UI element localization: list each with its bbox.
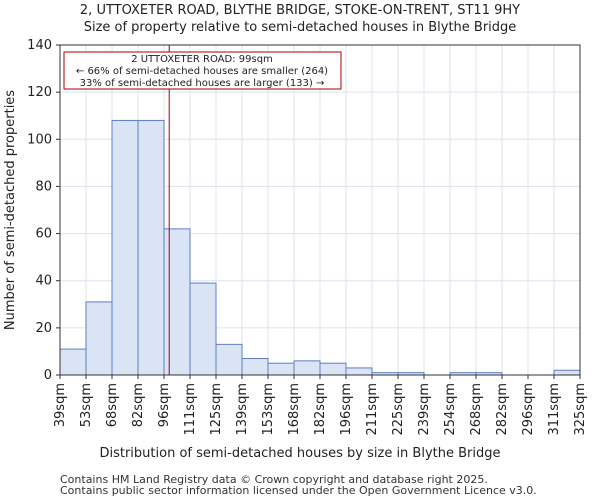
annotation-frame xyxy=(63,51,342,90)
y-tick-label: 20 xyxy=(35,321,52,336)
x-tick-label: 325sqm xyxy=(573,383,588,436)
bar-68sqm xyxy=(111,119,139,376)
bar-82sqm xyxy=(137,119,165,376)
x-tick-label: 39sqm xyxy=(53,383,68,427)
bar-39sqm xyxy=(59,348,87,376)
x-tick-label: 82sqm xyxy=(131,383,146,427)
y-tick-label: 60 xyxy=(35,227,52,242)
y-tick-label: 0 xyxy=(44,368,52,383)
plot-area xyxy=(59,44,581,376)
x-tick-label: 139sqm xyxy=(235,383,250,436)
y-tick-label: 40 xyxy=(35,274,52,289)
annotation-line1: 2 UTTOXETER ROAD: 99sqm xyxy=(131,54,273,65)
bar-168sqm xyxy=(293,360,321,376)
bar-311sqm xyxy=(553,369,581,376)
x-ticks: 39sqm 53sqm 68sqm 82sqm 96sqm 111sqm 125sqm 139… xyxy=(53,375,588,436)
y-tick-label: 100 xyxy=(27,132,52,147)
x-axis-label: Distribution of semi-detached houses by … xyxy=(99,446,500,461)
bars xyxy=(59,119,581,376)
x-tick-label: 96sqm xyxy=(157,383,172,427)
bar-96sqm xyxy=(163,228,191,376)
x-tick-label: 282sqm xyxy=(495,383,510,436)
x-tick-label: 211sqm xyxy=(365,383,380,436)
x-tick-label: 125sqm xyxy=(209,383,224,436)
x-tick-label: 311sqm xyxy=(547,383,562,436)
bar-182sqm xyxy=(319,362,347,376)
bar-196sqm xyxy=(345,367,373,376)
bar-53sqm xyxy=(85,301,113,376)
footer-line2: Contains public sector information licen… xyxy=(60,484,537,497)
x-tick-label: 111sqm xyxy=(183,383,198,436)
x-tick-label: 53sqm xyxy=(79,383,94,427)
annotation-line3: 33% of semi-detached houses are larger (… xyxy=(80,78,325,89)
y-tick-label: 120 xyxy=(27,85,52,100)
x-tick-label: 168sqm xyxy=(287,383,302,436)
chart-title-line1: 2, UTTOXETER ROAD, BLYTHE BRIDGE, STOKE-… xyxy=(80,3,520,18)
y-tick-label: 140 xyxy=(27,38,52,53)
bar-153sqm xyxy=(267,362,295,376)
y-ticks: 0 20 40 60 80 100 120 140 xyxy=(27,38,60,383)
x-tick-label: 239sqm xyxy=(417,383,432,436)
annotation-box: 2 UTTOXETER ROAD: 99sqm ← 66% of semi-de… xyxy=(63,51,342,90)
bar-111sqm xyxy=(189,282,217,376)
x-tick-label: 153sqm xyxy=(261,383,276,436)
x-tick-label: 254sqm xyxy=(443,383,458,436)
chart-title-line2: Size of property relative to semi-detach… xyxy=(84,20,517,35)
x-tick-label: 182sqm xyxy=(313,383,328,436)
y-axis-label: Number of semi-detached properties xyxy=(3,90,18,330)
x-tick-label: 225sqm xyxy=(391,383,406,436)
x-tick-label: 268sqm xyxy=(469,383,484,436)
bar-125sqm xyxy=(215,343,243,376)
x-tick-label: 296sqm xyxy=(521,383,536,436)
footer-line1: Contains HM Land Registry data © Crown c… xyxy=(60,473,488,486)
annotation-line2: ← 66% of semi-detached houses are smalle… xyxy=(76,66,328,77)
bar-139sqm xyxy=(241,358,269,376)
x-tick-label: 68sqm xyxy=(105,383,120,427)
y-tick-label: 80 xyxy=(35,179,52,194)
x-tick-label: 196sqm xyxy=(339,383,354,436)
